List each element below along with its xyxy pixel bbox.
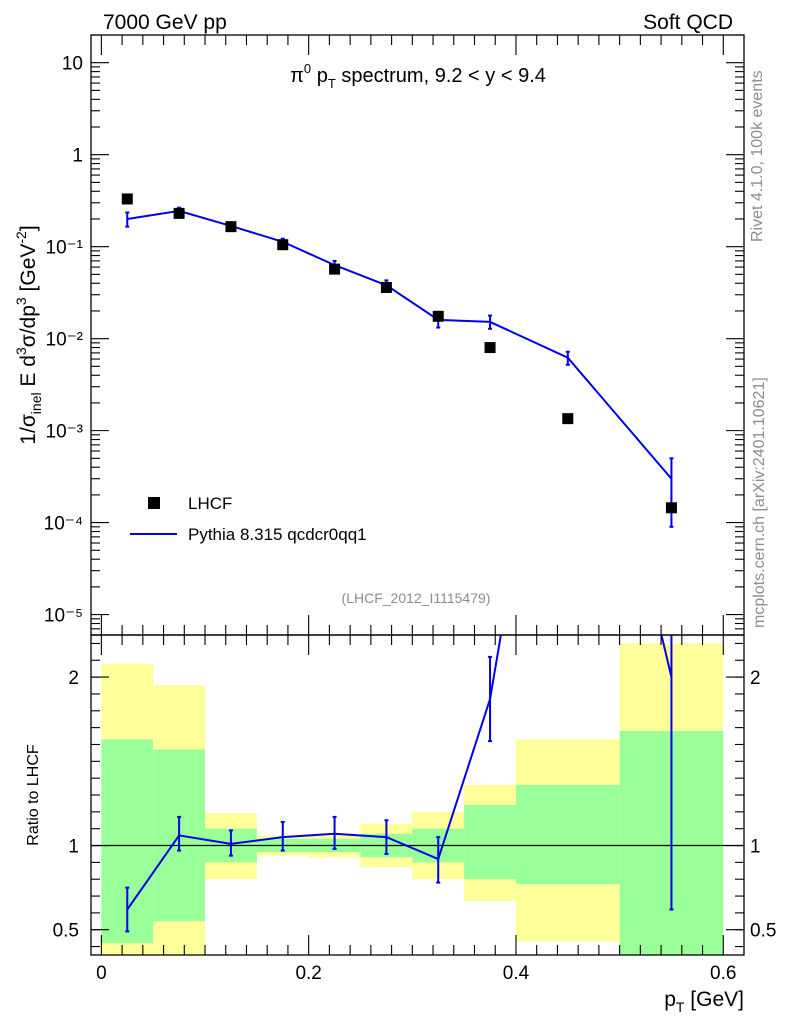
main-data-layer xyxy=(121,193,677,528)
lhcf-data-point xyxy=(121,193,133,205)
main-x-ticks xyxy=(100,35,724,635)
lhcf-data-point xyxy=(277,239,289,251)
main-y-tick-label: 10⁻¹ xyxy=(46,238,84,259)
main-title: π0 pT spectrum, 9.2 < y < 9.4 xyxy=(290,61,546,91)
x-tick-label: 0.4 xyxy=(503,963,530,984)
pythia-line xyxy=(127,209,673,480)
ratio-data-layer xyxy=(91,635,744,933)
lhcf-data-point xyxy=(484,342,496,354)
legend-lhcf-marker xyxy=(148,497,160,509)
ratio-y-tick-label-right: 1 xyxy=(750,837,761,858)
rivet-version-label: Rivet 4.1.0, 100k events xyxy=(749,70,766,242)
lhcf-data-point xyxy=(173,207,185,219)
ratio-x-ticks: 0 0.2 0.4 0.6 xyxy=(96,635,736,984)
main-y-tick-label: 10⁻² xyxy=(46,330,84,351)
ratio-green-band xyxy=(464,805,516,880)
legend: LHCF Pythia 8.315 qcdcr0qq1 xyxy=(130,494,367,544)
ratio-y-tick-label: 2 xyxy=(68,668,79,689)
lhcf-data-point xyxy=(562,413,574,425)
ratio-y-tick-label-right: 0.5 xyxy=(750,921,776,942)
ratio-y-tick-label: 0.5 xyxy=(53,921,79,942)
ratio-series-group xyxy=(125,635,674,933)
main-panel: 10 1 10⁻¹ 10⁻² 10⁻³ 10⁻⁴ 10⁻⁵ π0 pT spectrum, … xyxy=(13,34,745,636)
ratio-pythia-line xyxy=(126,635,673,911)
lhcf-data-point xyxy=(329,263,341,275)
ratio-y-tick-label-right: 2 xyxy=(750,668,761,689)
lhcf-data-point xyxy=(380,281,392,293)
main-y-tick-label: 10⁻⁵ xyxy=(44,606,83,627)
ratio-y-tick-label: 1 xyxy=(68,837,79,858)
legend-lhcf-label: LHCF xyxy=(188,494,232,513)
main-y-tick-label: 10⁻⁴ xyxy=(44,514,83,535)
main-frame xyxy=(90,34,745,636)
ratio-panel: 0.5 0.5 1 1 2 2 0 0.2 0.4 0.6 Ratio to LHCF pT [… xyxy=(25,634,776,1015)
ratio-y-axis-label: Ratio to LHCF xyxy=(25,744,42,846)
x-tick-label: 0 xyxy=(96,963,107,984)
legend-pythia-label: Pythia 8.315 qcdcr0qq1 xyxy=(188,525,367,544)
lhcf-data-point xyxy=(432,310,444,322)
lhcf-data-point xyxy=(225,221,237,233)
x-axis-label: pT [GeV] xyxy=(664,988,744,1015)
main-y-tick-label: 10⁻³ xyxy=(46,422,84,443)
mcplots-source-label: mcplots.cern.ch [arXiv:2401.10621] xyxy=(751,377,768,628)
ratio-y-ticks: 0.5 0.5 1 1 2 2 xyxy=(53,642,776,948)
x-tick-label: 0.2 xyxy=(295,963,321,984)
x-tick-label: 0.6 xyxy=(710,963,736,984)
analysis-watermark: (LHCF_2012_I1115479) xyxy=(342,590,491,606)
main-y-tick-label: 10 xyxy=(62,54,83,75)
lhcf-data-point xyxy=(665,502,677,514)
ratio-green-band xyxy=(515,784,620,885)
energy-label: 7000 GeV pp xyxy=(103,11,227,34)
main-y-ticks: 10 1 10⁻¹ 10⁻² 10⁻³ 10⁻⁴ 10⁻⁵ xyxy=(44,34,744,636)
main-y-tick-label: 1 xyxy=(72,146,83,167)
ratio-bands xyxy=(101,643,724,955)
main-y-axis-label: 1/σinel E d3σ/dp3 [GeV-2] xyxy=(13,225,44,444)
category-label: Soft QCD xyxy=(643,11,733,34)
